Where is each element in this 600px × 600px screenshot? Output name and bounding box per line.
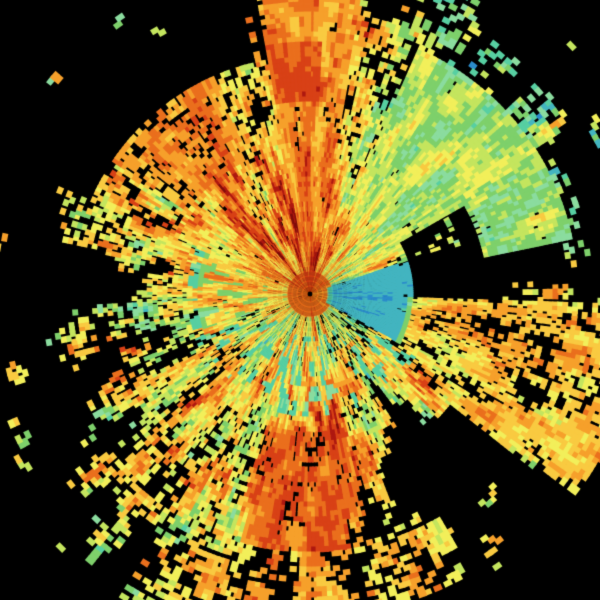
radar-echo-canvas <box>0 0 600 600</box>
radar-ppi-display <box>0 0 600 600</box>
